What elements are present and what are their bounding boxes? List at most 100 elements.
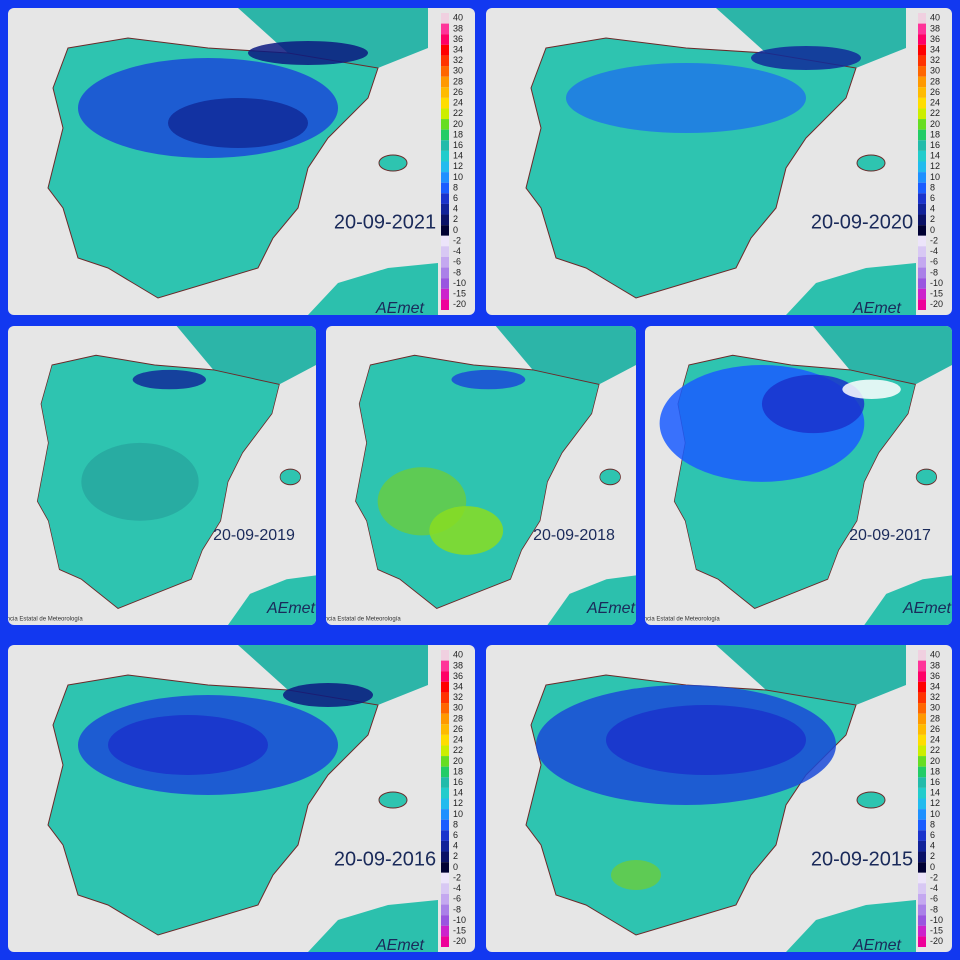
- legend-label: -10: [453, 915, 466, 925]
- legend-label: 2: [930, 214, 935, 224]
- legend-label: -20: [930, 936, 943, 946]
- balearic-islands: [856, 791, 886, 809]
- temperature-area: [168, 98, 308, 148]
- france: [495, 326, 636, 385]
- legend-label: 38: [930, 23, 940, 33]
- balearic-islands: [378, 154, 408, 172]
- legend-swatch: [918, 256, 926, 268]
- legend-swatch: [918, 150, 926, 162]
- legend-label: 40: [453, 650, 463, 660]
- legend-label: 6: [453, 193, 458, 203]
- legend-swatch: [441, 660, 449, 672]
- balearic-islands: [279, 468, 301, 486]
- legend-label: -4: [453, 246, 461, 256]
- legend-label: 2: [930, 851, 935, 861]
- legend-swatch: [918, 203, 926, 215]
- legend-swatch: [441, 724, 449, 735]
- legend-swatch: [918, 267, 926, 279]
- legend-label: -8: [930, 267, 938, 277]
- legend-swatch: [441, 34, 449, 45]
- map: [525, 8, 916, 315]
- logo: AEmet: [266, 600, 316, 617]
- africa: [228, 575, 316, 625]
- legend-swatch: [441, 703, 449, 714]
- legend-swatch: [441, 76, 449, 88]
- date-label: 20-09-2021: [334, 211, 436, 233]
- legend-swatch: [918, 66, 926, 77]
- logo: AEmet: [852, 300, 902, 315]
- legend-swatch: [441, 161, 449, 173]
- legend-label: -4: [930, 246, 938, 256]
- map: [659, 326, 952, 625]
- legend-label: 4: [453, 841, 458, 851]
- legend-swatch: [441, 235, 449, 247]
- legend-label: 12: [930, 798, 940, 808]
- legend-swatch: [441, 193, 449, 204]
- legend-label: -10: [930, 915, 943, 925]
- legend-label: -8: [453, 904, 461, 914]
- africa: [547, 575, 636, 625]
- legend-label: 0: [930, 225, 935, 235]
- legend-swatch: [441, 288, 449, 300]
- legend-swatch: [918, 246, 926, 257]
- legend-label: 4: [453, 204, 458, 214]
- africa: [864, 575, 952, 625]
- legend-label: 40: [930, 13, 940, 23]
- legend-label: -6: [453, 894, 461, 904]
- legend-label: 34: [930, 682, 940, 692]
- legend-swatch: [918, 44, 926, 56]
- legend-swatch: [441, 787, 449, 799]
- legend-label: 20: [453, 119, 463, 129]
- legend-label: 14: [930, 788, 940, 798]
- legend-swatch: [918, 172, 926, 183]
- legend-label: 0: [930, 862, 935, 872]
- legend-label: 16: [930, 777, 940, 787]
- legend-swatch: [441, 13, 449, 24]
- legend-swatch: [918, 193, 926, 204]
- legend-label: 36: [930, 34, 940, 44]
- legend-label: 8: [453, 182, 458, 192]
- legend-swatch: [918, 182, 926, 194]
- legend-swatch: [918, 214, 926, 226]
- legend-swatch: [441, 66, 449, 77]
- legend-label: -8: [453, 267, 461, 277]
- legend-label: -20: [930, 299, 943, 309]
- legend-swatch: [441, 925, 449, 937]
- legend-label: 10: [453, 172, 463, 182]
- logo: AEmet: [375, 300, 425, 315]
- legend-swatch: [441, 809, 449, 820]
- temperature-area: [761, 374, 865, 434]
- legend-swatch: [918, 660, 926, 672]
- legend-label: 0: [453, 862, 458, 872]
- map-panel: 20-09-2021403836343230282624222018161412…: [8, 8, 475, 315]
- legend-label: 32: [930, 692, 940, 702]
- legend-label: 22: [453, 745, 463, 755]
- legend-label: 32: [453, 55, 463, 65]
- legend-swatch: [441, 172, 449, 183]
- legend-swatch: [918, 936, 926, 947]
- date-label: 20-09-2019: [213, 527, 295, 544]
- legend-swatch: [441, 915, 449, 926]
- legend-label: 18: [453, 129, 463, 139]
- legend-label: 28: [930, 76, 940, 86]
- legend-swatch: [918, 129, 926, 141]
- legend-label: 26: [930, 724, 940, 734]
- legend-swatch: [441, 862, 449, 873]
- legend-label: 36: [453, 671, 463, 681]
- temperature-area: [842, 379, 901, 400]
- temperature-area: [606, 705, 806, 775]
- legend-label: -15: [930, 925, 943, 935]
- legend-label: 16: [453, 777, 463, 787]
- balearic-islands: [378, 791, 408, 809]
- logo: AEmet: [902, 600, 952, 617]
- legend-label: -15: [453, 925, 466, 935]
- legend-label: 30: [453, 66, 463, 76]
- legend-swatch: [918, 13, 926, 24]
- france: [238, 8, 428, 68]
- legend-swatch: [918, 851, 926, 863]
- legend-swatch: [441, 745, 449, 757]
- legend-swatch: [441, 203, 449, 215]
- temperature-area: [751, 46, 861, 70]
- legend-label: 28: [453, 713, 463, 723]
- temperature-area: [132, 369, 206, 390]
